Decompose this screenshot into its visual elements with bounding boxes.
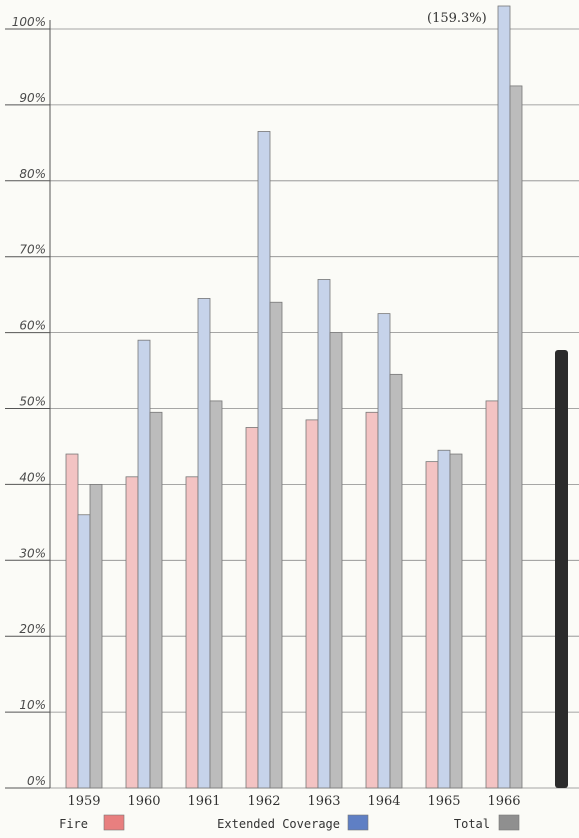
legend-swatch	[347, 814, 369, 831]
legend: Fire Extended Coverage Total	[59, 814, 520, 831]
bar-total-1960	[149, 411, 163, 789]
x-tick-label: 1965	[427, 794, 460, 809]
legend-label: Fire	[59, 817, 88, 831]
y-tick-label: 0%	[27, 774, 46, 788]
y-tick-label: 50%	[19, 395, 46, 409]
x-axis-ticks: 1959 1960 1961 1962 1963 1964 1965 1966	[67, 794, 520, 809]
bar-total-1962	[269, 301, 283, 789]
legend-label: Total	[454, 817, 490, 831]
bar-extended-coverage-1960	[137, 339, 151, 789]
bar-total-1964	[389, 373, 403, 789]
bar-total-1963	[329, 332, 343, 789]
y-axis-ticks: 0% 10% 20% 30% 40% 50% 60% 70% 80% 90% 100%	[5, 15, 51, 789]
x-tick-label: 1961	[187, 794, 220, 809]
bar-total-1965	[449, 453, 463, 789]
y-tick-label: 80%	[19, 167, 46, 181]
bar-fire-1961	[185, 476, 199, 789]
bar-fire-1966	[485, 400, 499, 789]
legend-swatch	[103, 814, 125, 831]
bar-extended-coverage-1966	[497, 5, 511, 789]
bar-fire-1965	[425, 461, 439, 789]
bar-extended-coverage-1963	[317, 279, 331, 789]
y-tick-label: 30%	[19, 546, 46, 560]
bar-total-1961	[209, 400, 223, 789]
x-tick-label: 1966	[487, 794, 520, 809]
y-tick-label: 90%	[19, 91, 46, 105]
bar-fire-1959	[65, 453, 79, 789]
x-tick-label: 1960	[127, 794, 160, 809]
y-tick-label: 20%	[19, 622, 46, 636]
bar-total-1959	[89, 483, 103, 789]
overflow-annotation: (159.3%)	[427, 11, 487, 26]
bar-fire-1963	[305, 419, 319, 789]
binding-strip	[555, 350, 568, 788]
x-tick-label: 1962	[247, 794, 280, 809]
legend-swatch	[498, 814, 520, 831]
y-tick-label: 10%	[19, 698, 46, 712]
bar-extended-coverage-1965	[437, 449, 451, 789]
legend-label: Extended Coverage	[217, 817, 340, 831]
y-tick-label: 70%	[19, 243, 46, 257]
x-tick-label: 1959	[67, 794, 100, 809]
x-tick-label: 1964	[367, 794, 400, 809]
bars	[65, 5, 523, 789]
bar-extended-coverage-1961	[197, 298, 211, 789]
bar-extended-coverage-1959	[77, 514, 91, 789]
y-tick-label: 60%	[19, 319, 46, 333]
bar-fire-1962	[245, 427, 259, 789]
bar-total-1966	[509, 85, 523, 789]
y-tick-label: 100%	[12, 15, 46, 29]
bar-extended-coverage-1962	[257, 131, 271, 789]
y-tick-label: 40%	[19, 470, 46, 484]
x-tick-label: 1963	[307, 794, 340, 809]
bar-fire-1960	[125, 476, 139, 789]
bar-fire-1964	[365, 411, 379, 789]
bar-extended-coverage-1964	[377, 313, 391, 789]
